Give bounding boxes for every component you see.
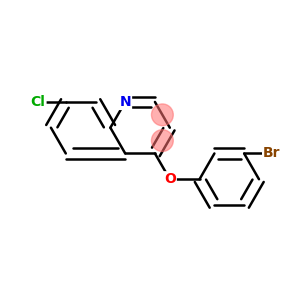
Text: N: N (119, 95, 131, 109)
Text: Br: Br (263, 146, 281, 161)
Text: O: O (164, 172, 176, 186)
Text: Cl: Cl (31, 95, 46, 109)
Circle shape (152, 104, 173, 126)
Circle shape (152, 130, 173, 152)
